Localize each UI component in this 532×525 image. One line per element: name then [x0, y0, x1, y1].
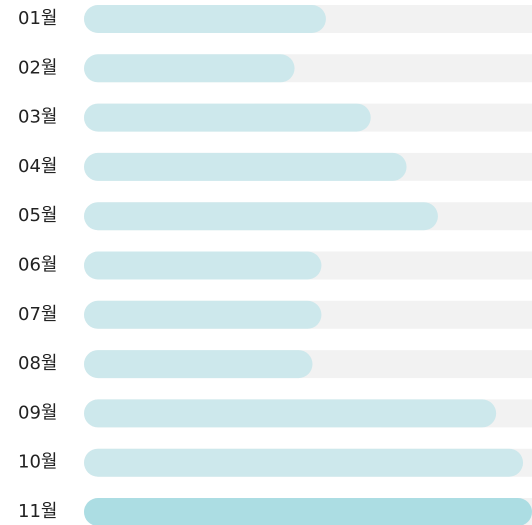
bar — [84, 448, 524, 477]
bar — [84, 54, 295, 83]
bar — [84, 103, 371, 132]
bar — [84, 251, 322, 280]
category-label: 03월 — [18, 107, 57, 128]
bar — [84, 399, 497, 428]
category-label: 04월 — [18, 156, 57, 177]
category-label: 11월 — [18, 501, 57, 522]
category-label: 05월 — [18, 205, 57, 226]
category-label: 09월 — [18, 402, 57, 423]
bar — [84, 300, 322, 329]
category-label: 07월 — [18, 304, 57, 325]
category-label: 01월 — [18, 8, 57, 29]
category-label: 08월 — [18, 353, 57, 374]
bar — [84, 152, 407, 181]
category-label: 02월 — [18, 57, 57, 78]
category-label: 06월 — [18, 255, 57, 276]
bar — [84, 202, 438, 231]
bar — [84, 498, 532, 525]
bar — [84, 5, 326, 33]
bar — [84, 350, 313, 379]
category-label: 10월 — [18, 452, 57, 473]
